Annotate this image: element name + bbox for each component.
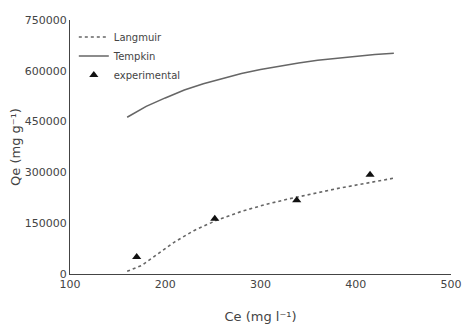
svg-text:Langmuir: Langmuir [114, 32, 162, 43]
svg-text:0: 0 [60, 268, 67, 281]
svg-text:300000: 300000 [25, 166, 67, 179]
svg-text:100: 100 [60, 278, 81, 291]
svg-text:Tempkin: Tempkin [113, 51, 156, 62]
svg-text:200: 200 [155, 278, 176, 291]
svg-text:500: 500 [441, 278, 462, 291]
svg-text:750000: 750000 [25, 14, 67, 27]
svg-text:450000: 450000 [25, 115, 67, 128]
svg-text:150000: 150000 [25, 217, 67, 230]
svg-text:Qe (mg g⁻¹): Qe (mg g⁻¹) [8, 108, 23, 186]
svg-text:600000: 600000 [25, 65, 67, 78]
svg-text:400: 400 [345, 278, 366, 291]
svg-text:300: 300 [250, 278, 271, 291]
svg-text:Ce (mg l⁻¹): Ce (mg l⁻¹) [224, 309, 296, 324]
svg-text:experimental: experimental [114, 70, 180, 81]
